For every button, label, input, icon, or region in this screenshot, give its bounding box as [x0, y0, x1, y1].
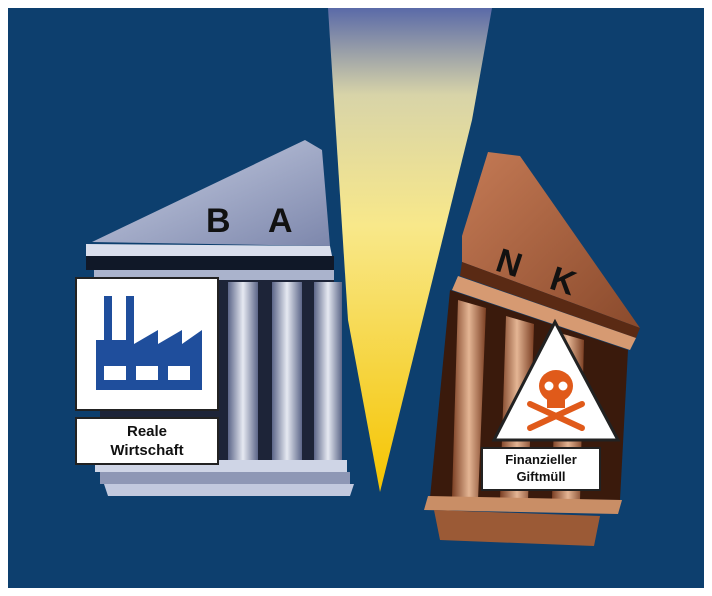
warning-sign	[481, 318, 621, 491]
sign-label: Finanzieller	[505, 452, 577, 467]
light-wedge	[328, 8, 492, 492]
sign-label: Reale	[127, 423, 167, 440]
roof-letter: A	[268, 202, 293, 240]
roof-letter: B	[206, 202, 231, 240]
factory-sign	[75, 277, 219, 465]
sign-label: Wirtschaft	[110, 442, 183, 459]
sign-label: Giftmüll	[516, 469, 565, 484]
